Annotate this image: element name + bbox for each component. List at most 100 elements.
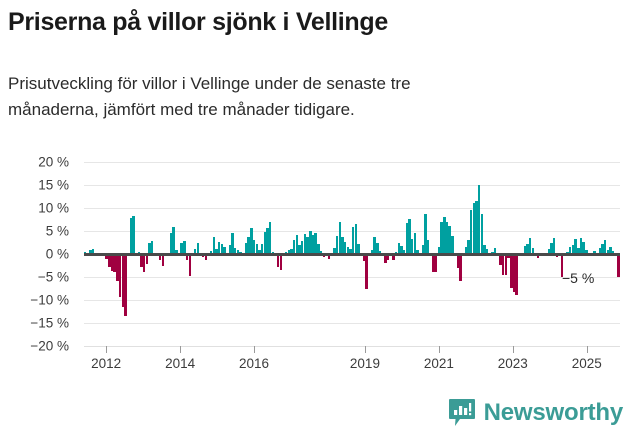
- bar: [376, 242, 379, 254]
- bar: [440, 222, 443, 254]
- bar: [421, 244, 425, 254]
- bar: [483, 244, 486, 254]
- bar: [129, 218, 132, 254]
- bar: [362, 254, 366, 262]
- x-axis-tick-label: 2025: [571, 356, 602, 371]
- bar: [472, 203, 475, 254]
- bar: [397, 243, 400, 254]
- bar: [244, 243, 248, 254]
- bar: [317, 243, 320, 254]
- chart-footer: Newsworthy: [0, 396, 631, 439]
- bar: [451, 235, 454, 254]
- bar: [258, 249, 261, 254]
- bar-chart: 2012 2014 2016 2019 2021 2023 2025 20 % 15 % 10 …: [0, 150, 631, 395]
- bar: [309, 231, 312, 254]
- bar: [378, 251, 382, 254]
- bar: [169, 232, 173, 254]
- bar: [124, 254, 127, 317]
- bar: [475, 201, 478, 254]
- brand-name: Newsworthy: [483, 399, 624, 426]
- gridline: [84, 208, 620, 209]
- bar: [413, 233, 417, 254]
- x-axis-tick-mark: [364, 346, 366, 353]
- bar: [448, 225, 451, 254]
- subtitle-line-1: Prisutveckling för villor i Vellinge und…: [8, 74, 411, 93]
- bar: [577, 248, 580, 254]
- bar: [611, 251, 615, 254]
- bar: [234, 248, 237, 254]
- bar: [550, 242, 553, 254]
- bar: [547, 249, 551, 254]
- bar: [443, 216, 446, 254]
- x-axis-tick-mark: [586, 346, 588, 353]
- bar: [145, 254, 149, 264]
- bar: [579, 237, 583, 254]
- bar: [416, 249, 419, 254]
- y-axis-tick-label: −15 %: [30, 315, 69, 331]
- bar: [486, 249, 489, 254]
- bar: [108, 254, 111, 268]
- bar: [566, 251, 569, 254]
- bar: [609, 247, 612, 254]
- bar: [295, 234, 299, 254]
- bar: [467, 240, 470, 254]
- bar: [427, 240, 430, 254]
- y-axis-tick-label: 0 %: [45, 246, 69, 262]
- x-axis-tick-label: 2019: [349, 356, 380, 371]
- bar: [220, 244, 224, 254]
- bar: [400, 246, 403, 254]
- bar: [303, 234, 307, 254]
- bar: [531, 248, 534, 254]
- bar: [161, 254, 165, 267]
- bar: [402, 249, 406, 254]
- bar: [260, 244, 264, 254]
- bar: [151, 241, 154, 254]
- bar: [172, 227, 175, 254]
- bar: [432, 254, 435, 272]
- bar: [424, 214, 427, 254]
- x-axis-tick-mark: [254, 346, 256, 353]
- x-axis-tick-label: 2023: [497, 356, 528, 371]
- x-axis: 2012 2014 2016 2019 2021 2023 2025: [84, 346, 620, 390]
- bar: [346, 246, 350, 254]
- bar: [140, 254, 143, 268]
- bar: [437, 246, 441, 254]
- bar: [435, 254, 438, 272]
- bar: [354, 223, 358, 254]
- bar: [510, 254, 513, 289]
- bar: [603, 240, 607, 254]
- bar: [319, 251, 323, 254]
- bar: [118, 254, 122, 297]
- page-title: Priserna på villor sjönk i Vellinge: [8, 8, 388, 36]
- bar: [327, 254, 331, 259]
- bar: [239, 251, 242, 254]
- bar: [247, 236, 250, 254]
- bar: [89, 249, 92, 254]
- bar: [617, 254, 620, 277]
- bar: [193, 248, 197, 254]
- bar: [228, 245, 232, 254]
- bar: [349, 249, 352, 254]
- zero-baseline: [84, 253, 620, 256]
- bar: [341, 236, 344, 254]
- bar: [231, 232, 234, 254]
- bar: [598, 247, 601, 254]
- bar: [445, 221, 449, 254]
- last-value-annotation: −5 %: [562, 270, 595, 286]
- gridline: [84, 323, 620, 324]
- bar: [142, 254, 146, 273]
- bar-chart-bubble-icon: [448, 398, 476, 428]
- bar: [137, 251, 140, 254]
- bar: [266, 228, 269, 254]
- bar: [252, 239, 256, 254]
- bar: [121, 254, 124, 307]
- y-axis-tick-label: 10 %: [38, 200, 69, 216]
- bar: [279, 254, 283, 270]
- bar: [285, 251, 288, 254]
- y-axis-tick-label: 5 %: [45, 223, 69, 239]
- bar: [405, 222, 408, 254]
- newsworthy-logo[interactable]: Newsworthy: [448, 398, 623, 428]
- bar: [180, 242, 183, 254]
- bar: [148, 243, 151, 254]
